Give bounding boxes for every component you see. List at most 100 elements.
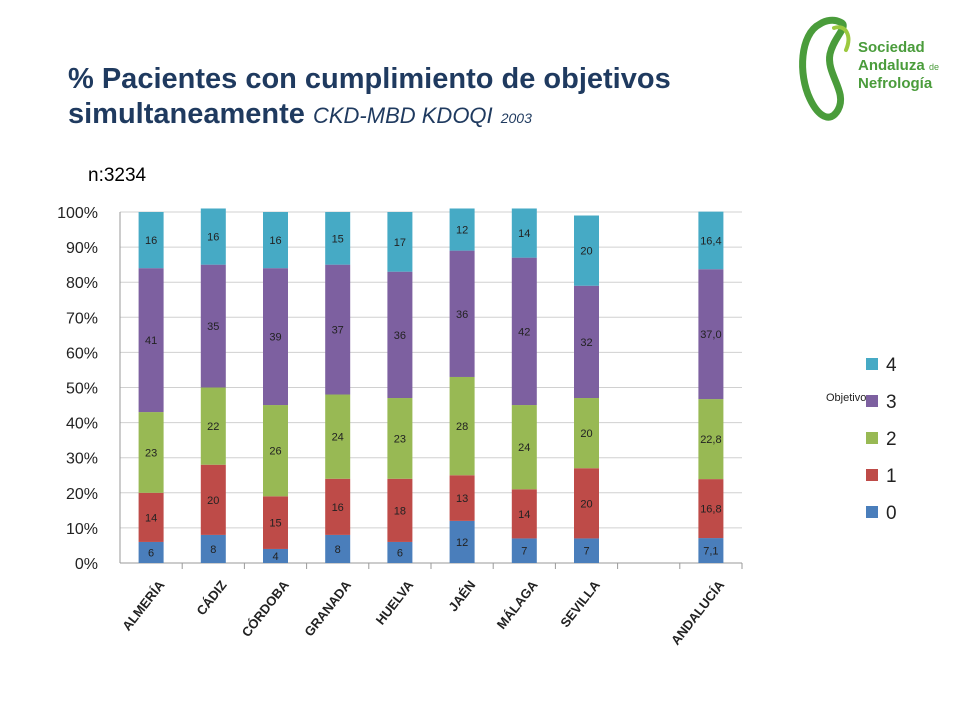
bar-segment (574, 285, 599, 399)
bar-segment (511, 538, 537, 563)
sample-size-label: n:3234 (88, 165, 147, 186)
bar-segment (449, 520, 475, 563)
data-label: 8 (335, 544, 341, 556)
data-label: 15 (332, 233, 344, 245)
legend-label: 3 (886, 392, 897, 413)
legend-swatch (866, 432, 878, 444)
data-label: 14 (145, 512, 157, 524)
bar-segment (574, 538, 599, 563)
title-subtitle: CKD-MBD KDOQI (312, 103, 493, 128)
data-label: 28 (456, 421, 468, 433)
legend-label: 4 (886, 355, 897, 376)
bar-segment (387, 478, 413, 542)
bar-segment (263, 212, 288, 269)
bar-segment (698, 399, 724, 480)
bar-segment (325, 394, 351, 479)
y-tick-label: 100% (57, 205, 98, 222)
bar-segment (574, 468, 599, 539)
y-tick-label: 10% (66, 521, 98, 538)
data-label: 7 (583, 546, 589, 558)
data-label: 12 (456, 225, 468, 237)
bar-segment (698, 211, 724, 270)
bar-segment (511, 257, 537, 406)
title-line-2-bold: simultaneamente (68, 98, 305, 130)
bar-segment (511, 208, 537, 258)
x-tick-label: ANDALUCÍA (668, 577, 728, 648)
data-label: 23 (394, 433, 406, 445)
data-label: 16 (207, 232, 219, 244)
data-label: 20 (580, 246, 592, 258)
data-label: 8 (210, 544, 216, 556)
bar-segment (574, 398, 599, 469)
x-tick-label: HUELVA (373, 577, 417, 627)
y-tick-label: 90% (66, 240, 98, 257)
bar-segment (200, 264, 226, 388)
data-label: 22,8 (700, 434, 721, 446)
data-label: 37 (332, 325, 344, 337)
bar-segment (200, 208, 226, 265)
bar-segment (325, 212, 351, 265)
legend-swatch (866, 469, 878, 481)
data-label: 37,0 (700, 329, 721, 341)
bar-segment (449, 250, 475, 377)
legend-swatch (866, 395, 878, 407)
data-label: 16 (145, 235, 157, 247)
data-label: 42 (518, 326, 530, 338)
data-label: 16,8 (700, 504, 721, 516)
data-label: 4 (272, 551, 278, 563)
logo-text-3: Nefrología (858, 75, 933, 92)
y-tick-label: 30% (66, 451, 98, 468)
data-label: 24 (332, 432, 344, 444)
data-label: 14 (518, 228, 530, 240)
data-label: 16 (332, 502, 344, 514)
x-tick-label: CÓRDOBA (239, 577, 293, 640)
data-label: 22 (207, 421, 219, 433)
data-label: 41 (145, 335, 157, 347)
logo-text-2: Andaluza (858, 57, 925, 74)
bar-segment (325, 534, 351, 563)
logo-text-2b: de (929, 62, 939, 72)
title-year: 2003 (500, 110, 532, 126)
bar-segment (449, 376, 475, 476)
bar-segment (138, 412, 164, 493)
bar-segment (200, 464, 226, 535)
bar-segment (200, 534, 226, 563)
legend-label: 1 (886, 466, 897, 487)
bar-segment (138, 492, 164, 542)
data-label: 16 (269, 235, 281, 247)
data-label: 32 (580, 337, 592, 349)
data-label: 20 (207, 495, 219, 507)
data-label: 16,4 (700, 235, 721, 247)
bar-segment (387, 212, 413, 272)
data-label: 7 (521, 546, 527, 558)
data-label: 20 (580, 428, 592, 440)
data-label: 36 (456, 309, 468, 321)
bar-segment (387, 541, 413, 563)
sociedad-andaluza-nefrologia-logo: Sociedad Andaluza de Nefrología (799, 16, 939, 121)
data-label: 18 (394, 505, 406, 517)
data-label: 7,1 (703, 546, 718, 558)
y-tick-label: 70% (66, 310, 98, 327)
legend-label: 0 (886, 503, 897, 524)
y-tick-label: 40% (66, 416, 98, 433)
y-tick-label: 0% (75, 556, 98, 573)
data-label: 23 (145, 447, 157, 459)
x-tick-label: MÁLAGA (494, 577, 541, 632)
bar-segment (511, 405, 537, 490)
y-tick-label: 60% (66, 345, 98, 362)
data-label: 36 (394, 330, 406, 342)
bar-segment (138, 212, 164, 269)
bar-segment (263, 268, 288, 406)
data-label: 13 (456, 493, 468, 505)
y-tick-label: 80% (66, 275, 98, 292)
bar-segment (200, 387, 226, 465)
bar-segment (511, 489, 537, 539)
data-label: 14 (518, 509, 530, 521)
bar-segment (263, 548, 288, 563)
y-tick-label: 20% (66, 486, 98, 503)
x-tick-label: ALMERÍA (119, 577, 168, 633)
data-label: 20 (580, 498, 592, 510)
data-label: 6 (148, 547, 154, 559)
data-label: 35 (207, 321, 219, 333)
x-tick-label: SEVILLA (557, 577, 603, 630)
